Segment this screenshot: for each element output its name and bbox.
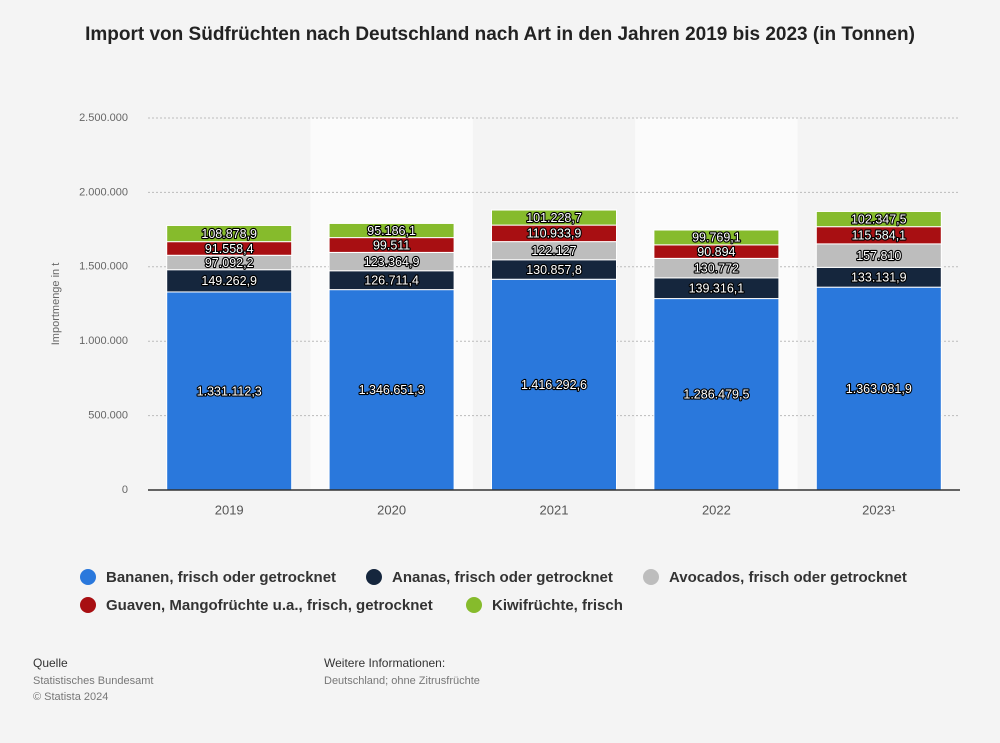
copyright: © Statista 2024 (33, 691, 108, 703)
legend-label: Kiwifrüchte, frisch (492, 597, 623, 614)
bar-segment (328, 222, 455, 239)
value-label: 126.711,4 (364, 273, 419, 287)
value-label: 123.364,9 (364, 255, 420, 269)
legend-marker (366, 569, 382, 585)
bar-segment (328, 289, 455, 491)
legend-label: Avocados, frisch oder getrocknet (669, 569, 907, 586)
value-label: 133.131,9 (851, 271, 907, 285)
y-tick-label: 0 (122, 484, 128, 496)
y-tick-label: 500.000 (88, 410, 128, 422)
y-tick-label: 1.000.000 (79, 335, 128, 347)
bar-segment (491, 209, 617, 226)
x-tick-label: 2020 (377, 502, 406, 517)
value-label: 91.558,4 (205, 242, 254, 256)
legend-marker (80, 597, 96, 613)
value-label: 1.363.081,9 (846, 382, 912, 396)
value-label: 101.228,7 (526, 211, 582, 225)
value-label: 99.769,1 (692, 231, 741, 245)
y-tick-label: 2.500.000 (79, 112, 128, 124)
legend-label: Bananen, frisch oder getrocknet (106, 569, 336, 586)
bar-segment (166, 291, 293, 491)
x-tick-label: 2019 (215, 502, 244, 517)
bar-segment (653, 298, 780, 491)
value-label: 99.511 (373, 238, 410, 252)
legend-marker (643, 569, 659, 585)
value-label: 1.416.292,6 (521, 378, 587, 392)
value-label: 90.894 (697, 245, 735, 259)
value-label: 110.933,9 (527, 227, 582, 241)
bar-segment (491, 278, 617, 491)
bar-segment (166, 224, 293, 243)
value-label: 130.772 (694, 261, 739, 275)
x-tick-label: 2021 (540, 502, 569, 517)
y-tick-label: 2.000.000 (79, 186, 128, 198)
source: Statistisches Bundesamt (33, 675, 153, 687)
value-label: 95.186,1 (367, 224, 416, 238)
chart-title: Import von Südfrüchten nach Deutschland … (85, 24, 915, 45)
value-label: 149.262,9 (201, 274, 257, 288)
bar-segment (653, 229, 780, 246)
value-label: 102.347,5 (851, 212, 907, 226)
value-label: 130.857,8 (526, 263, 582, 277)
source-heading: Quelle (33, 656, 68, 670)
value-label: 122.127 (531, 244, 576, 258)
value-label: 108.878,9 (201, 227, 257, 241)
value-label: 115.584,1 (851, 229, 906, 243)
info-heading: Weitere Informationen: (324, 656, 445, 670)
legend-marker (80, 569, 96, 585)
bar-segment (815, 286, 942, 491)
x-tick-label: 2023¹ (862, 502, 896, 517)
value-label: 1.331.112,3 (197, 384, 262, 398)
info: Deutschland; ohne Zitrusfrüchte (324, 675, 480, 687)
y-tick-label: 1.500.000 (79, 261, 128, 273)
value-label: 1.346.651,3 (359, 383, 425, 397)
bar-segment (815, 210, 942, 228)
legend-label: Ananas, frisch oder getrocknet (392, 569, 613, 586)
value-label: 139.316,1 (689, 282, 745, 296)
value-label: 157.810 (856, 249, 901, 263)
y-axis-label: Importmenge in t (50, 263, 62, 346)
x-tick-label: 2022 (702, 502, 731, 517)
legend-label: Guaven, Mangofrüchte u.a., frisch, getro… (106, 597, 433, 614)
value-label: 1.286.479,5 (683, 388, 749, 402)
legend-marker (466, 597, 482, 613)
value-label: 97.092,2 (205, 256, 254, 270)
